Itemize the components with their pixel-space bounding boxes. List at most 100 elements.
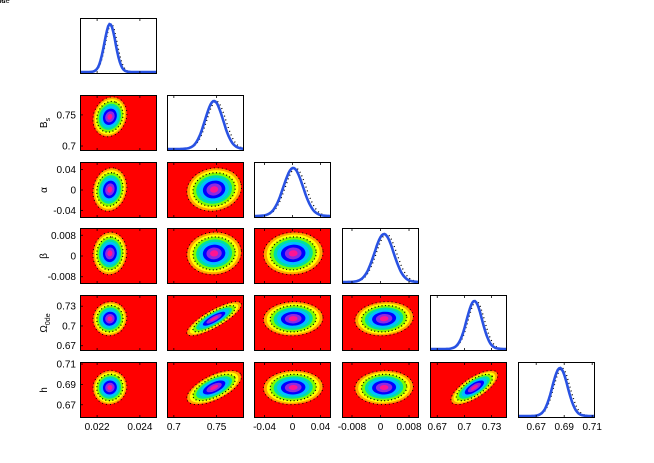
likelihood-contour-3sigma xyxy=(262,369,324,406)
contour-level-8 xyxy=(210,316,219,322)
y-axis-label-group: α xyxy=(39,187,50,193)
x-axis-label-beta: β xyxy=(0,0,3,3)
y-tick-label-h: 0.71 xyxy=(57,360,77,371)
likelihood-contour-2sigma xyxy=(192,373,236,402)
likelihood-contour-3sigma xyxy=(186,369,242,406)
likelihood-contour-3sigma xyxy=(92,167,128,212)
panel-beta-om0de xyxy=(342,295,419,351)
y-tick-label-h: 0.69 xyxy=(57,380,77,391)
likelihood-contour-2sigma xyxy=(96,236,124,271)
x-tick-label-beta: 0.008 xyxy=(397,422,422,433)
likelihood-contour-2sigma xyxy=(192,304,236,333)
likelihood-contour-3sigma xyxy=(92,96,128,138)
contour-level-8 xyxy=(107,113,113,120)
x-axis-label-alpha: α xyxy=(0,0,3,3)
y-axis-label-group: β xyxy=(39,253,50,259)
contour-level-8 xyxy=(107,250,113,257)
likelihood-contour-2sigma xyxy=(96,100,124,133)
panel-h: 0.67 0.69 0.71 xyxy=(518,362,602,433)
contour-level-8 xyxy=(107,186,113,193)
panel-frame xyxy=(167,95,244,151)
panel-Bs xyxy=(167,95,244,151)
marginal-curve-alpha xyxy=(254,166,331,218)
marginal-curve-ombh2 xyxy=(80,22,157,74)
x-tick-label-alpha: -0.04 xyxy=(253,422,276,433)
likelihood-contour-3sigma xyxy=(262,301,324,337)
likelihood-contour-2sigma xyxy=(360,304,408,333)
y-axis-label-group: h xyxy=(39,387,50,393)
contour-level-8 xyxy=(210,384,219,391)
x-tick-label-om0de: 0.7 xyxy=(457,422,471,433)
y-axis-label-om0de: Ω0de xyxy=(39,313,52,332)
x-tick-label-h: 0.69 xyxy=(554,422,574,433)
likelihood-contour-2sigma xyxy=(96,172,124,207)
marginal-curve-Bs xyxy=(167,99,244,151)
panel-ombh2 xyxy=(80,18,157,74)
marginal-background xyxy=(80,18,157,74)
x-axis-label-h: h xyxy=(0,0,3,3)
x-tick-label-beta: 0 xyxy=(378,422,384,433)
panel-Bs-om0de xyxy=(167,295,244,351)
panel-frame xyxy=(430,295,507,351)
y-tick-label-alpha: 0 xyxy=(70,186,76,197)
panel-frame xyxy=(167,295,244,351)
panel-om0de-h: 0.67 0.7 0.73 xyxy=(428,362,507,433)
panel-frame xyxy=(80,18,157,74)
x-tick-label-om0de: 0.73 xyxy=(482,422,502,433)
contour-level-8 xyxy=(210,250,219,257)
y-axis-label-h: h xyxy=(39,387,50,393)
y-tick-label-om0de: 0.7 xyxy=(62,321,76,332)
likelihood-contour-2sigma xyxy=(360,373,408,402)
marginal-background xyxy=(430,295,507,351)
x-tick-label-Bs: 0.7 xyxy=(167,422,181,433)
likelihood-contour-3sigma xyxy=(450,369,499,406)
likelihood-contour-3sigma xyxy=(262,231,324,276)
y-tick-label-om0de: 0.73 xyxy=(57,302,77,313)
panel-Bs-alpha xyxy=(167,162,244,218)
y-axis-label-alpha: α xyxy=(39,187,50,193)
panel-ombh2-Bs: 0.7 0.75 xyxy=(57,95,157,153)
likelihood-contour-2sigma xyxy=(455,373,494,402)
likelihood-contour-3sigma xyxy=(354,301,414,337)
panel-alpha-h: -0.04 0 0.04 xyxy=(253,362,331,433)
panel-alpha-om0de xyxy=(254,295,331,351)
contour-level-8 xyxy=(288,250,298,257)
y-tick-label-beta: -0.008 xyxy=(48,272,77,283)
y-tick-label-om0de: 0.67 xyxy=(57,341,77,352)
panel-ombh2-om0de: 0.67 0.7 0.73 xyxy=(57,295,157,352)
likelihood-contour-2sigma xyxy=(96,373,124,402)
y-tick-label-beta: 0.008 xyxy=(51,231,76,242)
x-tick-label-Bs: 0.75 xyxy=(207,422,227,433)
x-tick-label-ombh2: 0.022 xyxy=(85,422,110,433)
panel-alpha-beta xyxy=(254,228,331,284)
y-tick-label-Bs: 0.75 xyxy=(57,110,77,121)
contour-level-8 xyxy=(107,316,113,322)
panel-beta xyxy=(342,228,419,284)
panel-frame xyxy=(167,162,244,218)
panel-ombh2-h: 0.022 0.024 0.67 0.69 0.71 xyxy=(57,360,157,433)
y-tick-label-Bs: 0.7 xyxy=(62,142,76,153)
likelihood-contour-2sigma xyxy=(192,236,236,271)
x-tick-label-h: 0.67 xyxy=(526,422,546,433)
panel-frame xyxy=(80,95,157,151)
marginal-curve-om0de xyxy=(430,299,507,351)
x-axis-label-om0de: Ω0de xyxy=(0,0,10,5)
likelihood-contour-3sigma xyxy=(186,167,242,212)
panel-frame xyxy=(80,362,157,418)
x-tick-label-om0de: 0.67 xyxy=(428,422,448,433)
x-axis-label-ombh2: Ωbh2 xyxy=(0,0,11,5)
contour-level-8 xyxy=(210,186,219,193)
panel-frame xyxy=(167,362,244,418)
x-tick-label-alpha: 0 xyxy=(290,422,296,433)
panel-frame xyxy=(80,295,157,351)
marginal-curve-h xyxy=(518,366,595,418)
panel-frame xyxy=(518,362,595,418)
x-tick-label-beta: -0.008 xyxy=(338,422,367,433)
likelihood-contour-3sigma xyxy=(354,369,414,406)
panel-frame xyxy=(430,362,507,418)
likelihood-contour-3sigma xyxy=(92,369,128,406)
y-tick-label-alpha: 0.04 xyxy=(57,165,77,176)
y-axis-label-group: Bs xyxy=(39,117,52,128)
panel-Bs-beta xyxy=(167,228,244,284)
